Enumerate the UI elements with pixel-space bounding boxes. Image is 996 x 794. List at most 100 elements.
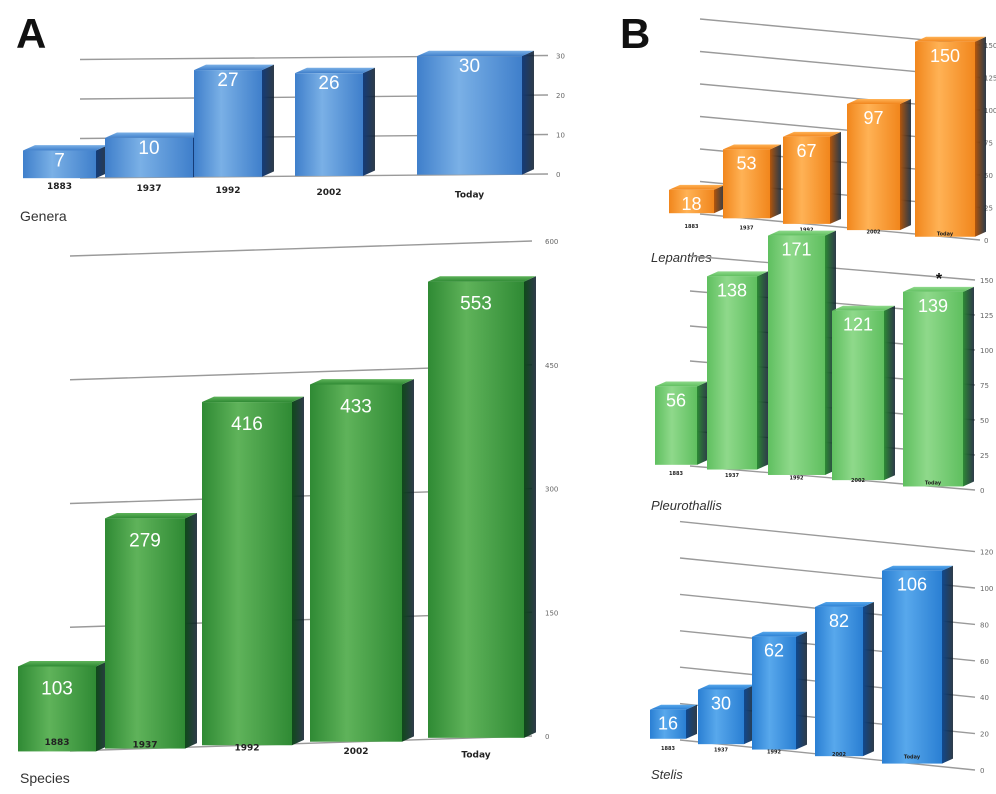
pleurothallis-y-tick-2: 50 <box>980 417 989 425</box>
stelis-y-tick-4: 80 <box>980 621 989 629</box>
species-y-tick-2: 300 <box>545 486 558 494</box>
stelis-y-tick-2: 40 <box>980 694 989 702</box>
lepanthes-value-label-2: 67 <box>796 141 816 161</box>
pleurothallis-bar-1883 <box>655 381 708 465</box>
species-category-label-4: Today <box>461 750 490 760</box>
pleurothallis-category-label-1: 1937 <box>725 473 739 479</box>
species-chart-svg: 0 150 300 450 600 103 1883 279 1937 416 1992 433 200… <box>18 238 558 760</box>
pleurothallis-value-label-4: 139 <box>918 296 948 316</box>
pleurothallis-category-label-0: 1883 <box>669 471 683 477</box>
stelis-y-tick-6: 120 <box>980 549 993 557</box>
species-bar-1992 <box>202 396 304 746</box>
genera-category-label-1: 1937 <box>136 184 161 194</box>
pleurothallis-value-label-2: 171 <box>781 240 811 260</box>
species-value-label-4: 553 <box>460 294 492 315</box>
lepanthes-y-tick-6: 150 <box>984 42 996 50</box>
species-category-label-3: 2002 <box>343 747 368 757</box>
lepanthes-category-label-4: Today <box>937 231 954 237</box>
genera-value-label-2: 27 <box>217 70 238 91</box>
stelis-category-label-0: 1883 <box>661 746 675 752</box>
lepanthes-bar-Today <box>915 36 986 237</box>
species-y-tick-0: 0 <box>545 733 549 741</box>
lepanthes-category-label-2: 1992 <box>800 227 814 233</box>
pleurothallis-value-label-1: 138 <box>717 280 747 300</box>
species-value-label-0: 103 <box>41 678 73 699</box>
pleurothallis-bar-1937 <box>707 271 768 470</box>
lepanthes-y-tick-2: 50 <box>984 172 993 180</box>
species-y-tick-1: 150 <box>545 609 558 617</box>
pleurothallis-chart-title: Pleurothallis <box>651 498 722 513</box>
lepanthes-chart-svg: 0 25 50 75 100 125 150 18 1883 53 1937 67 1992 97 2002… <box>669 18 996 245</box>
pleurothallis-category-label-3: 2002 <box>851 478 865 484</box>
pleurothallis-y-tick-1: 25 <box>980 452 989 460</box>
genera-bar-1992 <box>194 64 274 177</box>
lepanthes-bar-1992 <box>783 131 841 224</box>
species-bar-1937 <box>105 512 197 749</box>
lepanthes-category-label-0: 1883 <box>685 224 699 230</box>
genera-y-tick-1: 10 <box>556 132 565 140</box>
lepanthes-chart: 0 25 50 75 100 125 150 18 1883 53 1937 67 1992 97 2002… <box>0 0 996 270</box>
lepanthes-category-label-1: 1937 <box>740 226 754 232</box>
panel-label-b: B <box>620 10 651 57</box>
species-category-label-0: 1883 <box>44 738 69 748</box>
pleurothallis-bar-Today <box>903 286 974 487</box>
genera-bar-1937 <box>105 132 205 178</box>
pleurothallis-y-tick-4: 100 <box>980 347 993 355</box>
stelis-y-tick-1: 20 <box>980 731 989 739</box>
pleurothallis-chart: 0 25 50 75 100 125 150 56 1883 138 1937 171 1992 121 2… <box>651 230 993 513</box>
species-category-label-2: 1992 <box>234 744 259 754</box>
lepanthes-value-label-3: 97 <box>863 108 883 128</box>
pleurothallis-value-label-0: 56 <box>666 390 686 410</box>
genera-value-label-1: 10 <box>138 138 159 159</box>
species-gridline <box>69 240 533 257</box>
stelis-value-label-1: 30 <box>711 694 731 714</box>
genera-chart-svg: 0 10 20 30 7 1883 10 1937 27 1992 26 2002 30 Today <box>23 50 565 201</box>
genera-category-label-3: 2002 <box>316 188 341 198</box>
pleurothallis-y-tick-6: 150 <box>980 277 993 285</box>
genera-y-tick-2: 20 <box>556 92 565 100</box>
stelis-gridline <box>679 520 976 553</box>
genera-category-label-0: 1883 <box>47 182 72 192</box>
genera-chart-title: Genera <box>20 208 67 224</box>
species-y-tick-3: 450 <box>545 362 558 370</box>
stelis-category-label-1: 1937 <box>714 748 728 754</box>
genera-y-tick-0: 0 <box>556 171 560 179</box>
species-bar-2002 <box>310 379 414 742</box>
stelis-y-tick-0: 0 <box>980 767 984 775</box>
genera-category-label-2: 1992 <box>215 186 240 196</box>
lepanthes-y-tick-4: 100 <box>984 107 996 115</box>
stelis-value-label-4: 106 <box>897 575 927 595</box>
stelis-category-label-4: Today <box>904 754 921 760</box>
lepanthes-value-label-0: 18 <box>681 194 701 214</box>
lepanthes-category-label-3: 2002 <box>867 229 881 235</box>
genera-chart: 0 10 20 30 7 1883 10 1937 27 1992 26 2002 30 Today Ge… <box>0 0 600 240</box>
stelis-bar-2002 <box>815 601 874 757</box>
pleurothallis-value-label-3: 121 <box>843 315 873 335</box>
pleurothallis-y-tick-0: 0 <box>980 487 984 495</box>
species-bar-1883 <box>18 661 108 752</box>
species-chart-title: Species <box>20 770 70 786</box>
lepanthes-chart-title: Lepanthes <box>651 250 712 265</box>
species-value-label-2: 416 <box>231 414 263 435</box>
pleurothallis-bar-2002 <box>832 305 895 481</box>
pleurothallis-y-tick-3: 75 <box>980 382 989 390</box>
species-bar-Today <box>428 276 536 738</box>
stelis-chart-title: Stelis <box>651 767 683 782</box>
pleurothallis-chart-svg: 0 25 50 75 100 125 150 56 1883 138 1937 171 1992 121 2… <box>655 230 993 495</box>
stelis-category-label-3: 2002 <box>832 752 846 758</box>
panel-label-a: A <box>16 10 47 57</box>
lepanthes-y-tick-5: 125 <box>984 75 996 83</box>
stelis-category-label-2: 1992 <box>767 750 781 756</box>
genera-value-label-3: 26 <box>318 73 339 94</box>
pleurothallis-category-label-4: Today <box>925 481 942 487</box>
genera-bar-Today <box>417 50 534 175</box>
stelis-y-tick-5: 100 <box>980 585 993 593</box>
lepanthes-value-label-1: 53 <box>736 153 756 173</box>
genera-value-label-4: 30 <box>459 56 480 77</box>
pleurothallis-y-tick-5: 125 <box>980 312 993 320</box>
stelis-bar-Today <box>882 565 953 764</box>
species-category-label-1: 1937 <box>132 741 157 751</box>
pleurothallis-category-label-2: 1992 <box>790 475 804 481</box>
stelis-value-label-0: 16 <box>658 714 678 734</box>
